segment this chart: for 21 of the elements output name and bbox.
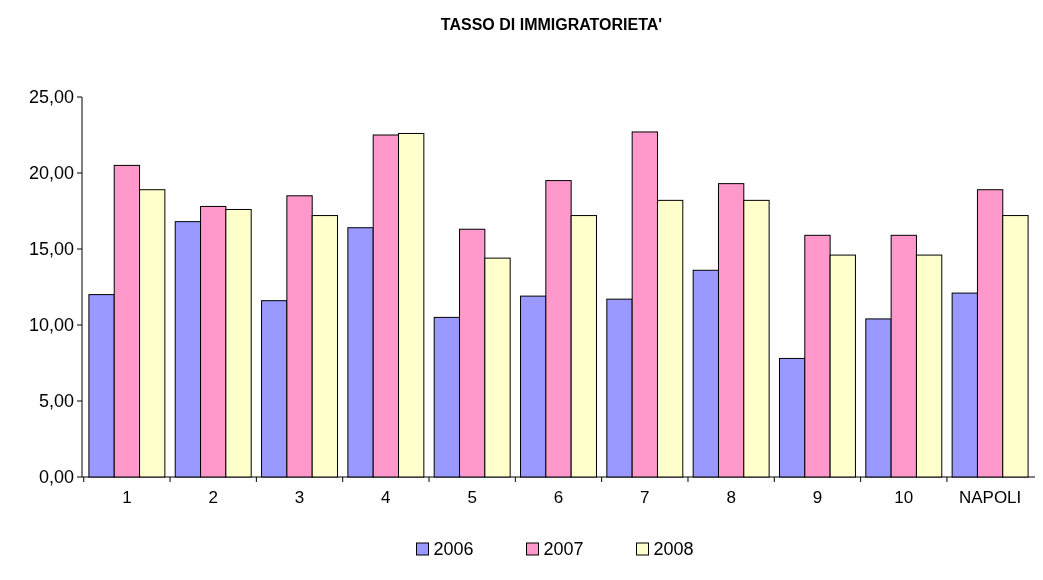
y-tick-label: 10,00	[28, 315, 74, 336]
x-tick-label: 1	[122, 488, 132, 507]
x-tick-label: 4	[381, 488, 391, 507]
y-tick-label: 5,00	[38, 391, 74, 412]
y-tick-label: 0,00	[38, 467, 74, 488]
y-tick-label: 20,00	[28, 163, 74, 184]
y-tick-label: 15,00	[28, 239, 74, 260]
x-tick-label: 9	[812, 488, 823, 507]
legend-label: 2006	[433, 539, 474, 560]
x-tick-label: NAPOLI	[958, 488, 1022, 507]
x-tick-label: 8	[726, 488, 736, 507]
chart-title: TASSO DI IMMIGRATORIETA'	[440, 16, 663, 33]
x-tick-label: 7	[640, 488, 650, 507]
x-tick-label: 2	[208, 488, 218, 507]
x-tick-label: 3	[294, 488, 305, 507]
x-tick-label: 10	[894, 488, 914, 507]
x-tick-label: 6	[553, 488, 564, 507]
legend-label: 2008	[653, 539, 694, 560]
legend-label: 2007	[543, 539, 584, 560]
y-tick-label: 25,00	[28, 87, 74, 108]
x-tick-label: 5	[467, 488, 477, 507]
